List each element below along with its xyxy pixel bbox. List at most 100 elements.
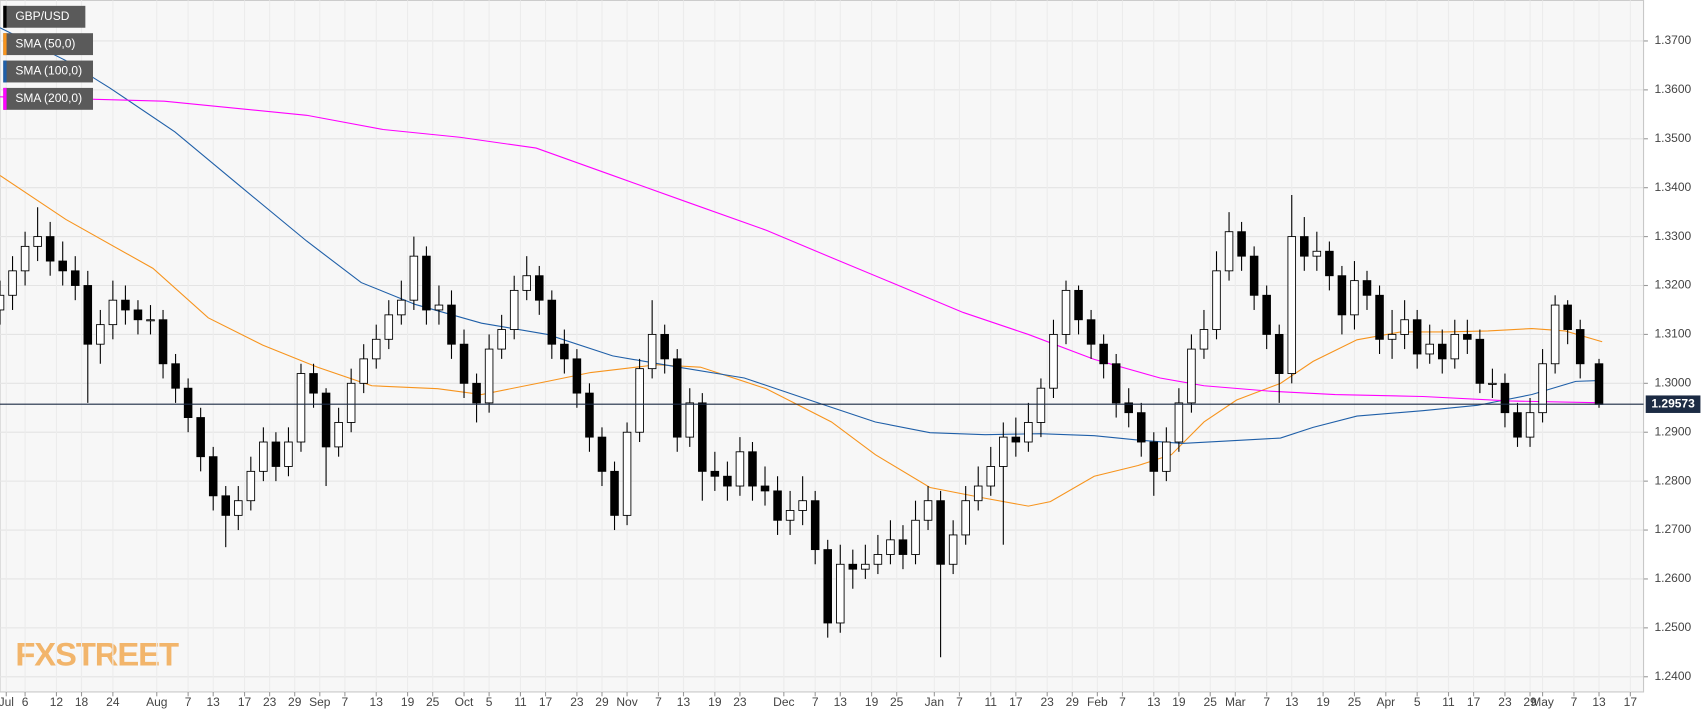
x-tick-label: 13: [677, 695, 691, 709]
candle-body: [196, 417, 205, 458]
x-tick-label: Nov: [616, 695, 637, 709]
x-tick-label: 25: [1204, 695, 1218, 709]
candle-body: [1187, 348, 1196, 404]
candle-body: [961, 500, 970, 536]
y-tick-label: 1.3200: [1654, 278, 1691, 292]
candle-body: [33, 236, 42, 247]
candle-body: [685, 402, 695, 438]
candle-body: [1224, 231, 1234, 272]
candle-body: [1312, 250, 1322, 257]
candle-body: [70, 270, 80, 286]
x-tick-label: Aug: [146, 695, 167, 709]
candle-body: [8, 270, 17, 296]
candle-body: [1575, 329, 1585, 365]
legend-box: [3, 60, 94, 83]
candle-body: [1274, 333, 1284, 374]
x-tick-label: Jul: [0, 695, 14, 709]
candle-body: [208, 456, 218, 497]
candle-body: [1287, 236, 1297, 374]
candle-body: [1463, 333, 1472, 340]
candle-body: [346, 382, 356, 423]
x-tick-label: 13: [370, 695, 384, 709]
candle-body: [484, 348, 494, 404]
y-tick-label: 1.2400: [1654, 669, 1691, 683]
y-tick-label: 1.2600: [1654, 571, 1691, 585]
y-tick-label: 1.3700: [1654, 33, 1691, 47]
candle-body: [384, 314, 394, 340]
sma-line: [0, 27, 1603, 444]
candle-body: [1400, 319, 1409, 335]
candle-body: [1325, 250, 1334, 277]
y-tick-label: 1.3400: [1654, 180, 1691, 194]
candle-body: [597, 436, 607, 472]
candle-body: [911, 519, 920, 555]
x-tick-label: 11: [1442, 695, 1455, 709]
legend-swatch: [3, 60, 7, 83]
candle-body: [1513, 412, 1522, 438]
candle-body: [1249, 255, 1259, 296]
candle-body: [1594, 363, 1604, 405]
candle-body: [948, 534, 958, 565]
candle-body: [760, 485, 770, 492]
x-tick-label: Sep: [309, 695, 331, 709]
candle-body: [45, 236, 55, 262]
candle-body: [936, 500, 945, 565]
x-tick-label: 19: [865, 695, 879, 709]
candle-body: [923, 500, 933, 521]
x-tick-label: Feb: [1087, 695, 1108, 709]
x-tick-label: 19: [401, 695, 415, 709]
candle-body: [1124, 402, 1133, 414]
candle-body: [522, 275, 532, 291]
x-tick-label: 7: [1263, 695, 1270, 709]
candle-body: [321, 392, 331, 448]
x-tick-label: 18: [75, 695, 89, 709]
candle-body: [999, 436, 1008, 467]
x-tick-label: 29: [288, 695, 302, 709]
y-tick-label: 1.2800: [1654, 473, 1691, 487]
candle-body: [622, 431, 632, 516]
candle-body: [234, 500, 243, 516]
candle-body: [710, 470, 720, 477]
x-tick-label: 23: [1498, 695, 1512, 709]
x-tick-label: 19: [1172, 695, 1186, 709]
candle-body: [246, 470, 256, 502]
candle-body: [284, 441, 293, 467]
candle-body: [1011, 436, 1021, 443]
x-tick-label: 13: [207, 695, 221, 709]
candle-body: [1136, 412, 1146, 443]
x-tick-label: 11: [985, 695, 998, 709]
candle-body: [1199, 329, 1209, 350]
candle-body: [1024, 422, 1033, 443]
plot-area: [0, 0, 1645, 693]
x-tick-label: 7: [185, 695, 192, 709]
x-tick-label: Dec: [773, 695, 794, 709]
candle-body: [823, 549, 832, 624]
x-tick-label: 7: [1571, 695, 1578, 709]
candle-body: [610, 470, 619, 516]
candle-body: [434, 304, 444, 311]
candle-body: [1475, 338, 1485, 384]
candle-body: [409, 255, 419, 301]
x-tick-label: 25: [426, 695, 440, 709]
candle-body: [986, 466, 996, 487]
y-tick-label: 1.3100: [1654, 327, 1691, 341]
candle-body: [371, 338, 381, 360]
x-tick-label: 23: [1041, 695, 1055, 709]
candle-body: [1488, 382, 1497, 385]
x-tick-label: 29: [595, 695, 609, 709]
candle-body: [635, 368, 644, 433]
candle-body: [748, 451, 757, 487]
candle-body: [1525, 412, 1535, 438]
candle-body: [973, 485, 983, 502]
candle-body: [83, 285, 93, 345]
candle-body: [1149, 441, 1159, 472]
candle-body: [873, 554, 883, 565]
candle-body: [535, 275, 544, 301]
legend-box: [3, 33, 94, 56]
x-tick-label: Mar: [1225, 695, 1246, 709]
x-tick-label: 25: [1348, 695, 1362, 709]
x-tick-label: 12: [50, 695, 64, 709]
x-tick-label: 23: [733, 695, 747, 709]
candle-body: [221, 495, 231, 516]
